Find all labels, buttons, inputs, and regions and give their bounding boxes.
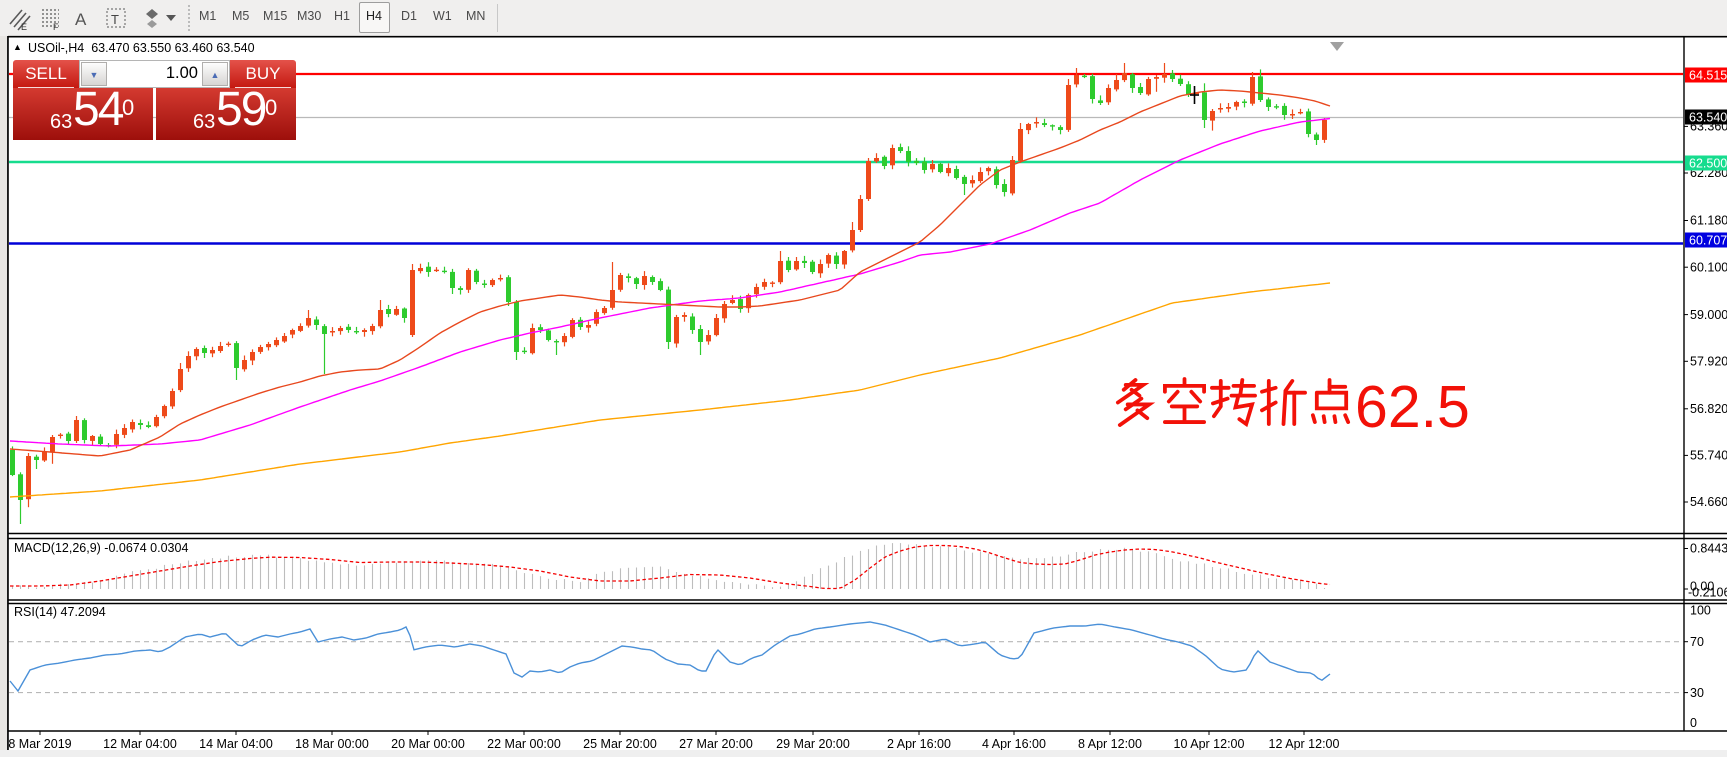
svg-text:12 Mar 04:00: 12 Mar 04:00 [103,737,177,751]
svg-text:56.820: 56.820 [1690,402,1727,416]
svg-text:T: T [111,12,119,27]
svg-text:62.5: 62.5 [1355,374,1470,440]
svg-text:61.180: 61.180 [1690,214,1727,228]
svg-text:64.515: 64.515 [1689,69,1727,83]
svg-text:57.920: 57.920 [1690,355,1727,369]
svg-text:0.8443: 0.8443 [1690,542,1727,556]
svg-text:-0.2106: -0.2106 [1688,586,1727,600]
svg-text:8 Apr 12:00: 8 Apr 12:00 [1078,737,1142,751]
svg-text:30: 30 [1690,686,1704,700]
svg-text:10 Apr 12:00: 10 Apr 12:00 [1174,737,1245,751]
svg-text:12 Apr 12:00: 12 Apr 12:00 [1269,737,1340,751]
svg-text:0.00: 0.00 [1690,580,1714,594]
svg-text:8 Mar 2019: 8 Mar 2019 [8,737,71,751]
svg-text:59.000: 59.000 [1690,308,1727,322]
svg-text:E: E [21,22,27,32]
svg-text:25 Mar 20:00: 25 Mar 20:00 [583,737,657,751]
svg-text:29 Mar 20:00: 29 Mar 20:00 [776,737,850,751]
svg-text:0: 0 [1690,716,1697,730]
svg-text:18 Mar 00:00: 18 Mar 00:00 [295,737,369,751]
svg-text:2 Apr 16:00: 2 Apr 16:00 [887,737,951,751]
svg-text:54.660: 54.660 [1690,495,1727,509]
svg-text:60.707: 60.707 [1689,234,1727,248]
svg-text:63.540: 63.540 [1689,111,1727,125]
svg-text:20 Mar 00:00: 20 Mar 00:00 [391,737,465,751]
svg-text:A: A [75,10,87,29]
svg-text:14 Mar 04:00: 14 Mar 04:00 [199,737,273,751]
svg-text:60.100: 60.100 [1690,260,1727,274]
svg-text:70: 70 [1690,635,1704,649]
svg-text:22 Mar 00:00: 22 Mar 00:00 [487,737,561,751]
svg-text:4 Apr 16:00: 4 Apr 16:00 [982,737,1046,751]
svg-text:F: F [53,22,59,32]
svg-text:100: 100 [1690,604,1711,618]
svg-text:62.500: 62.500 [1689,157,1727,171]
svg-text:55.740: 55.740 [1690,449,1727,463]
svg-text:27 Mar 20:00: 27 Mar 20:00 [679,737,753,751]
